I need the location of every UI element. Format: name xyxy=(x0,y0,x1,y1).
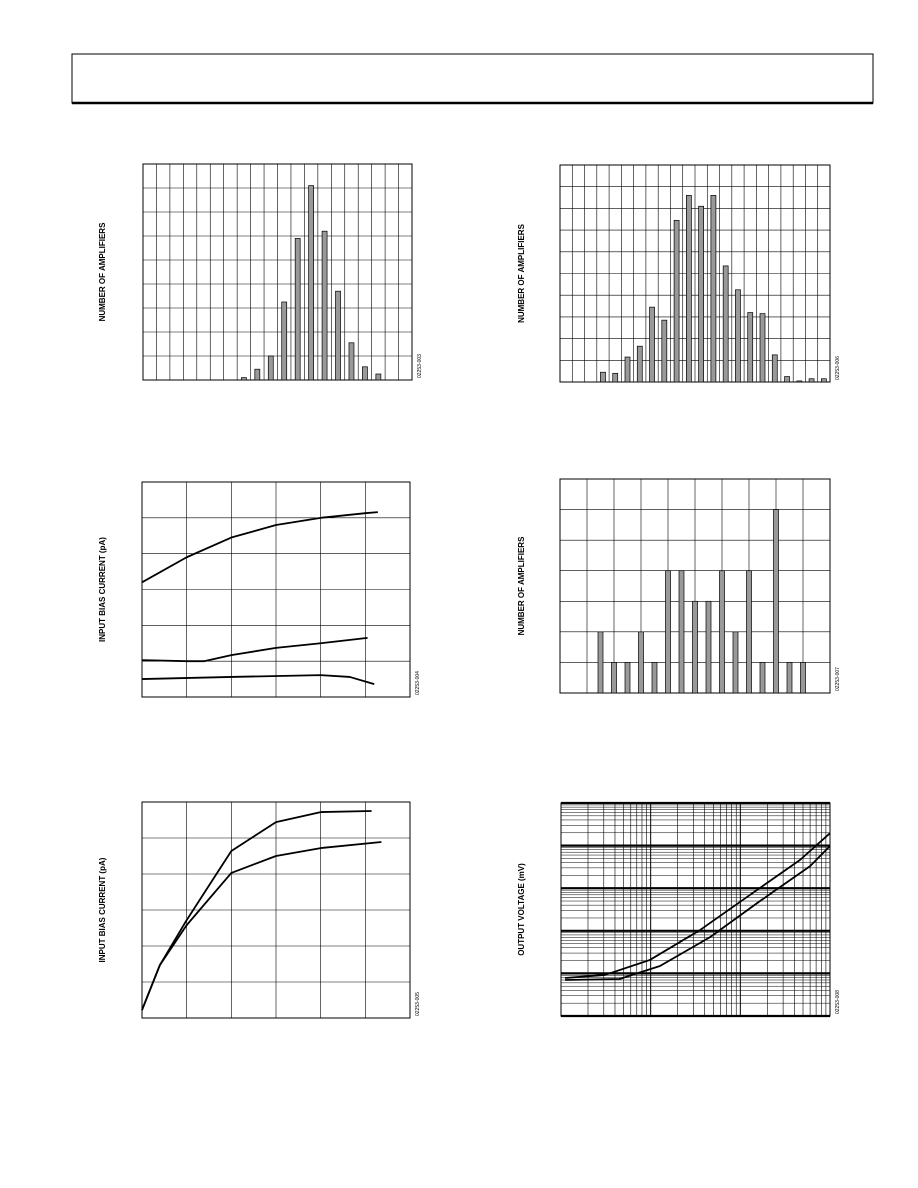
bar xyxy=(335,290,341,381)
y-axis-label: NUMBER OF AMPLIFIERS xyxy=(517,223,526,322)
bar xyxy=(267,355,274,381)
plot-frame xyxy=(141,801,411,1019)
bar xyxy=(746,570,752,694)
bar xyxy=(747,312,754,383)
line xyxy=(141,511,378,584)
bar xyxy=(732,631,739,694)
line xyxy=(141,636,368,663)
bar xyxy=(771,354,778,383)
bar xyxy=(651,662,658,694)
bar xyxy=(692,600,698,694)
bar xyxy=(294,238,301,381)
line xyxy=(141,810,372,1011)
bar xyxy=(636,345,643,383)
chart: OUTPUT VOLTAGE (mV) 02253-008 xyxy=(517,801,841,1018)
chart: NUMBER OF AMPLIFIERS 02253-003 xyxy=(98,163,423,381)
bar xyxy=(759,313,766,383)
y-axis-label: OUTPUT VOLTAGE (mV) xyxy=(517,863,526,956)
figure-id: 02253-007 xyxy=(835,667,841,691)
bar xyxy=(362,366,368,381)
figure-id: 02253-006 xyxy=(835,356,841,380)
line xyxy=(141,674,375,685)
bar xyxy=(597,631,604,694)
bar xyxy=(705,600,712,694)
bar xyxy=(624,662,631,694)
figure-id: 02253-005 xyxy=(415,992,421,1016)
y-axis-label: NUMBER OF AMPLIFIERS xyxy=(517,536,526,635)
bar xyxy=(796,380,803,383)
bar xyxy=(665,570,671,694)
bar xyxy=(678,570,685,694)
bar xyxy=(241,377,247,381)
bar xyxy=(673,219,680,383)
bar xyxy=(759,662,766,694)
bar xyxy=(722,265,729,383)
figure-id: 02253-008 xyxy=(835,990,841,1014)
bar xyxy=(254,368,261,381)
plot-frame xyxy=(559,164,831,383)
line xyxy=(564,832,831,979)
bar xyxy=(821,378,827,383)
bar xyxy=(281,301,288,381)
figure-id: 02253-003 xyxy=(417,354,423,378)
bar xyxy=(321,230,328,381)
plot-frame xyxy=(141,481,411,698)
bar xyxy=(808,378,815,383)
line xyxy=(141,841,382,1011)
chart: NUMBER OF AMPLIFIERS 02253-007 xyxy=(517,478,841,694)
bar xyxy=(698,205,704,383)
chart: NUMBER OF AMPLIFIERS 02253-006 xyxy=(517,164,841,383)
bar xyxy=(624,356,631,383)
bar xyxy=(786,662,793,694)
bar xyxy=(612,372,619,383)
y-axis-label: INPUT BIAS CURRENT (pA) xyxy=(98,537,107,642)
header-box xyxy=(71,53,874,104)
plot-frame xyxy=(142,163,413,381)
bar xyxy=(686,195,692,383)
chart: INPUT BIAS CURRENT (pA) 02253-005 xyxy=(98,801,421,1019)
chart: INPUT BIAS CURRENT (pA) 02253-004 xyxy=(98,481,421,698)
y-axis-label: INPUT BIAS CURRENT (pA) xyxy=(98,857,107,962)
bar xyxy=(308,185,314,381)
bar xyxy=(649,306,655,383)
bar xyxy=(348,342,355,381)
bar xyxy=(735,289,741,383)
bar xyxy=(773,509,779,694)
figure-id: 02253-004 xyxy=(415,671,421,695)
bar xyxy=(800,662,806,694)
plot-frame xyxy=(560,802,831,1017)
bar xyxy=(661,319,668,383)
bar xyxy=(719,570,725,694)
y-axis-label: NUMBER OF AMPLIFIERS xyxy=(98,222,107,321)
bar xyxy=(710,195,717,383)
bar xyxy=(375,373,382,381)
line xyxy=(565,845,831,981)
bar xyxy=(638,631,644,694)
bar xyxy=(611,662,617,694)
bar xyxy=(600,371,606,383)
bar xyxy=(784,376,790,383)
